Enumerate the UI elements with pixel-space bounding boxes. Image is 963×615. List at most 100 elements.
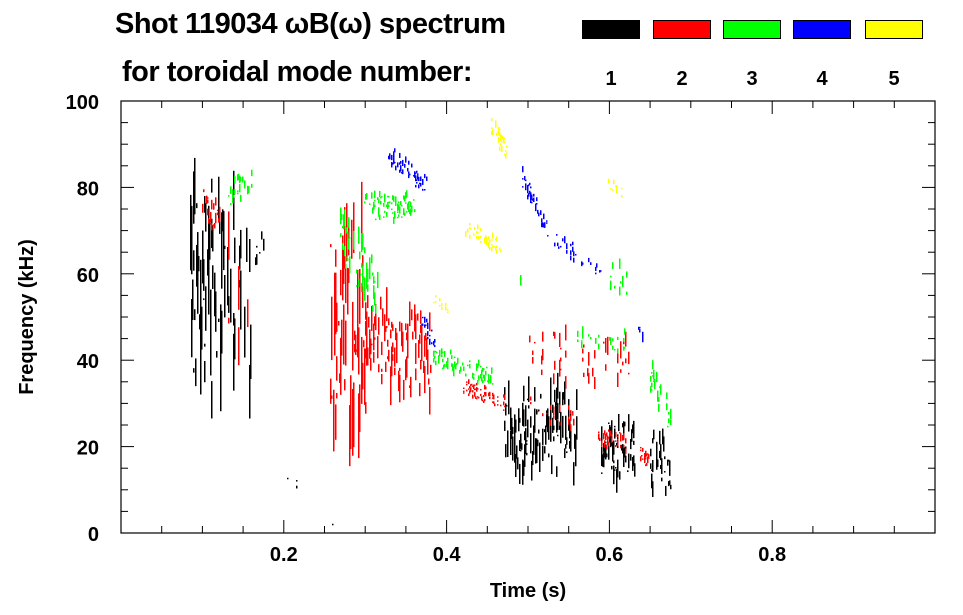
spectral-mark <box>416 182 418 184</box>
spectral-mark <box>560 245 562 248</box>
mode-2-segment-4 <box>463 379 506 411</box>
spectral-mark <box>263 238 265 251</box>
spectral-mark <box>478 236 480 240</box>
spectral-mark <box>392 162 394 165</box>
spectral-mark <box>206 195 208 204</box>
spectral-mark <box>239 280 241 288</box>
spectral-mark <box>373 323 375 351</box>
spectral-mark <box>380 196 382 199</box>
spectral-mark <box>536 410 538 415</box>
spectral-mark <box>388 349 390 362</box>
spectral-mark <box>379 214 381 220</box>
spectral-mark <box>195 358 197 387</box>
spectral-mark <box>539 464 541 472</box>
spectral-mark <box>390 378 392 406</box>
spectral-mark <box>208 218 210 224</box>
spectral-mark <box>493 401 495 404</box>
spectral-mark <box>620 435 622 442</box>
spectral-mark <box>491 367 493 374</box>
spectral-mark <box>570 410 572 415</box>
spectral-mark <box>500 134 502 142</box>
spectral-mark <box>439 298 441 302</box>
spectral-mark <box>588 352 590 366</box>
spectral-mark <box>377 336 379 359</box>
spectral-mark <box>633 440 635 445</box>
spectral-mark <box>362 232 364 250</box>
spectral-mark <box>409 173 411 176</box>
spectral-mark <box>197 254 199 314</box>
spectral-mark <box>612 441 614 462</box>
spectral-mark <box>394 216 396 219</box>
spectral-mark <box>370 338 372 355</box>
mode-1-segment-7 <box>332 523 334 526</box>
spectral-mark <box>557 403 559 431</box>
spectral-mark <box>469 386 471 389</box>
spectral-mark <box>237 174 239 181</box>
spectral-mark <box>559 368 561 377</box>
legend-swatch-mode-1 <box>582 20 640 39</box>
spectral-mark <box>530 192 532 200</box>
spectral-mark <box>415 172 417 174</box>
spectral-mark <box>472 390 474 393</box>
spectral-mark <box>623 444 625 449</box>
spectral-mark <box>613 440 615 455</box>
spectral-mark <box>625 358 627 364</box>
spectral-mark <box>569 440 571 449</box>
spectral-mark <box>609 431 611 438</box>
spectral-mark <box>418 184 420 189</box>
spectral-mark <box>213 205 215 210</box>
spectral-mark <box>386 215 388 217</box>
spectral-mark <box>296 486 298 489</box>
spectral-mark <box>572 246 574 252</box>
spectral-mark <box>519 417 521 423</box>
spectral-mark <box>446 365 448 368</box>
spectral-mark <box>606 446 608 450</box>
spectral-mark <box>560 357 562 362</box>
spectral-mark <box>239 250 241 264</box>
spectral-mark <box>356 349 358 352</box>
spectral-mark <box>617 438 619 441</box>
spectral-mark <box>476 235 478 239</box>
spectral-mark <box>557 434 559 437</box>
spectral-mark <box>530 416 532 428</box>
spectral-mark <box>608 443 610 460</box>
spectral-mark <box>606 432 608 437</box>
spectral-mark <box>612 338 614 342</box>
spectral-mark <box>438 355 440 358</box>
spectral-mark <box>204 343 206 347</box>
spectral-mark <box>402 161 404 167</box>
spectral-mark <box>362 362 364 390</box>
spectral-mark <box>624 328 626 335</box>
spectral-mark <box>438 357 440 364</box>
spectral-mark <box>508 380 510 397</box>
spectral-mark <box>369 261 371 280</box>
spectral-mark <box>391 208 393 211</box>
spectral-mark <box>438 358 440 360</box>
spectral-mark <box>611 437 613 443</box>
spectral-mark <box>447 357 449 364</box>
spectral-mark <box>477 396 479 398</box>
spectral-mark <box>613 179 615 183</box>
spectral-mark <box>390 366 392 379</box>
spectral-mark <box>469 234 471 239</box>
spectral-mark <box>620 444 622 449</box>
spectral-mark <box>347 231 349 241</box>
spectral-mark <box>415 314 417 340</box>
spectral-mark <box>568 416 570 420</box>
spectral-mark <box>663 436 665 452</box>
spectral-mark <box>620 369 622 373</box>
spectral-mark <box>367 295 369 308</box>
spectral-mark <box>429 334 431 337</box>
spectral-mark <box>642 458 644 460</box>
spectral-mark <box>441 354 443 358</box>
spectral-mark <box>603 465 605 468</box>
spectral-mark <box>560 432 562 444</box>
spectral-mark <box>371 312 373 331</box>
spectral-mark <box>524 444 526 467</box>
spectral-mark <box>622 444 624 454</box>
spectral-mark <box>530 396 532 401</box>
spectral-mark <box>600 270 602 272</box>
spectral-mark <box>576 416 578 440</box>
spectral-mark <box>625 331 627 347</box>
spectral-mark <box>665 485 667 496</box>
